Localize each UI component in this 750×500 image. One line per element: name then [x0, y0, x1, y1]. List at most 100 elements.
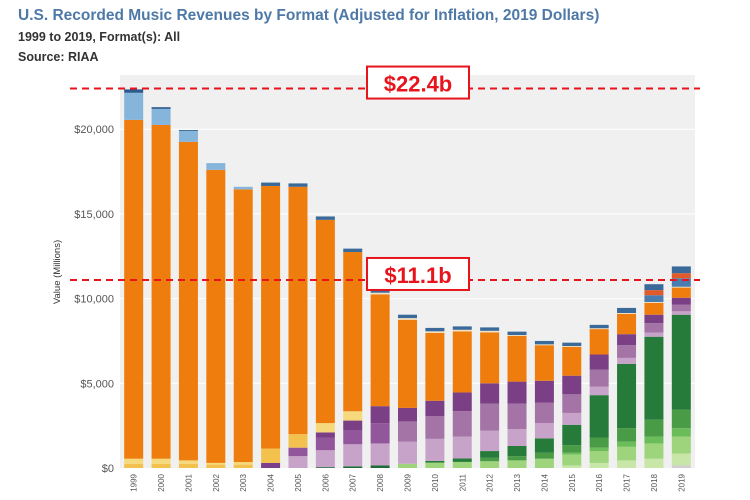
bar-segment — [315, 432, 335, 438]
x-tick-label: 2006 — [321, 473, 330, 491]
x-tick-label: 2003 — [239, 473, 248, 491]
bar-segment — [370, 423, 390, 444]
x-tick-label: 2008 — [376, 473, 385, 491]
bar-segment — [644, 336, 664, 420]
bar-segment — [507, 460, 527, 468]
bar-segment — [617, 313, 637, 314]
bar-segment — [617, 428, 637, 442]
bar-segment — [151, 463, 171, 468]
bar-segment — [206, 462, 226, 465]
bar-segment — [425, 327, 445, 332]
bar-segment — [644, 458, 664, 468]
bar-segment — [480, 461, 500, 468]
bar-segment — [288, 186, 308, 435]
bar-segment — [617, 460, 637, 468]
bar-segment — [206, 163, 226, 170]
bar-segment — [644, 314, 664, 324]
chart-title: U.S. Recorded Music Revenues by Format (… — [18, 7, 600, 24]
bar-segment — [425, 460, 445, 463]
bar-segment — [480, 403, 500, 431]
bar-segment — [480, 330, 500, 333]
x-tick-label: 2015 — [568, 473, 577, 491]
bar-segment — [452, 329, 472, 332]
y-axis-label: Value (Millions) — [52, 240, 63, 304]
bar-segment — [507, 381, 527, 404]
bar-segment — [589, 437, 609, 448]
bar-segment — [343, 411, 363, 421]
bar-segment — [562, 394, 582, 413]
bar-segment — [261, 182, 281, 186]
bar-segment — [480, 327, 500, 331]
bar-segment — [671, 436, 691, 454]
bar-segment — [124, 92, 144, 120]
bar-segment — [398, 421, 417, 442]
bar-segment — [671, 266, 691, 274]
bar-segment — [507, 429, 527, 446]
bar-segment — [398, 463, 417, 468]
bar-segment — [562, 445, 582, 453]
bar-segment — [233, 462, 253, 465]
bar-segment — [644, 301, 664, 303]
x-tick-label: 2005 — [294, 473, 303, 491]
bar-segment — [425, 462, 445, 468]
bar-segment — [315, 216, 335, 220]
bar-segment — [151, 108, 171, 125]
bar-segment — [589, 447, 609, 452]
bar-segment — [178, 141, 198, 461]
bar-segment — [644, 302, 664, 315]
bar-segment — [671, 428, 691, 437]
bar-segment — [288, 456, 308, 468]
x-tick-label: 2017 — [623, 473, 632, 491]
bar-segment — [370, 465, 390, 468]
bar-segment — [288, 434, 308, 448]
x-tick-label: 2012 — [486, 473, 495, 491]
bar-segment — [480, 383, 500, 404]
bar-segment — [644, 436, 664, 444]
bar-segment — [671, 311, 691, 315]
bar-segment — [507, 403, 527, 430]
bar-segment — [589, 354, 609, 370]
bar-segment — [562, 465, 582, 468]
bar-segment — [398, 319, 417, 408]
bar-segment — [562, 452, 582, 455]
bar-segment — [671, 409, 691, 429]
bar-segment — [425, 416, 445, 439]
bar-segment — [589, 451, 609, 463]
bar-segment — [562, 346, 582, 376]
bar-segment — [534, 423, 554, 439]
bar-segment — [343, 444, 363, 467]
bar-segment — [562, 342, 582, 347]
bar-segment — [480, 430, 500, 452]
bar-segment — [315, 219, 335, 424]
bar-segment — [644, 284, 664, 291]
bar-segment — [425, 400, 445, 416]
bar-segment — [178, 130, 198, 142]
bar-segment — [261, 185, 281, 449]
bar-segment — [151, 107, 171, 109]
bar-segment — [562, 375, 582, 395]
bar-segment — [507, 335, 527, 336]
bar-segment — [644, 290, 664, 296]
x-tick-label: 2007 — [349, 473, 358, 491]
x-tick-label: 2011 — [458, 473, 467, 491]
bar-segment — [589, 395, 609, 438]
bar-segment — [671, 286, 691, 288]
bar-segment — [534, 452, 554, 459]
chart-source: Source: RIAA — [18, 50, 99, 64]
bar-segment — [534, 344, 554, 346]
bar-segment — [452, 326, 472, 330]
bar-segment — [480, 457, 500, 462]
bar-segment — [398, 318, 417, 320]
bar-segment — [617, 334, 637, 346]
bar-segment — [452, 392, 472, 412]
bar-segment — [425, 438, 445, 461]
chart-subtitle: 1999 to 2019, Format(s): All — [18, 30, 181, 44]
bar-segment — [562, 424, 582, 446]
bar-segment — [370, 406, 390, 424]
bar-segment — [644, 332, 664, 337]
bar-segment — [178, 460, 198, 464]
bar-segment — [589, 324, 609, 329]
bar-segment — [398, 407, 417, 422]
bar-segment — [617, 363, 637, 429]
bar-segment — [124, 458, 144, 464]
